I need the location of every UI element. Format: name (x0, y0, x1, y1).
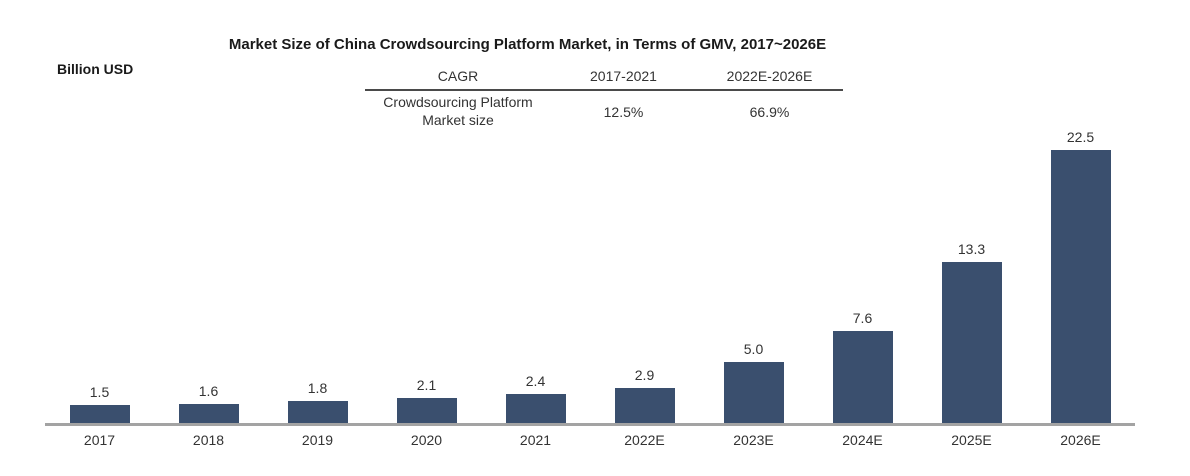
cagr-table-data-row: Crowdsourcing Platform Market size 12.5%… (365, 91, 843, 129)
bar-value-label: 2.1 (416, 377, 437, 393)
bar-2025E (941, 262, 1002, 423)
bar-slot-2022E: 2.9 (590, 367, 699, 423)
x-axis-tick-label: 2026E (1060, 432, 1101, 448)
bar-slot-2024E: 7.6 (808, 310, 917, 423)
bar-slot-2018: 1.6 (154, 383, 263, 423)
bar-slot-2017: 1.5 (45, 384, 154, 423)
cagr-table-header-2017-2021: 2017-2021 (590, 68, 657, 84)
bar-slot-2019: 1.8 (263, 380, 372, 423)
bar-slot-2025E: 13.3 (917, 241, 1026, 423)
bar-value-label: 2.4 (525, 373, 546, 389)
bar-2020 (396, 398, 457, 423)
bar-value-label: 2.9 (634, 367, 655, 383)
bar-value-label: 22.5 (1066, 129, 1095, 145)
bar-2024E (832, 331, 893, 423)
cagr-value-2017-2021: 12.5% (603, 103, 644, 120)
bar-2026E (1050, 150, 1111, 423)
x-axis-tick-label: 2021 (519, 432, 552, 448)
bar-series: 1.5 1.6 1.8 2.1 2.4 2.9 5.0 7.6 13.3 22.5 (45, 129, 1135, 423)
cagr-table-header-2022e-2026e: 2022E-2026E (726, 68, 813, 84)
bar-2021 (505, 394, 566, 423)
x-axis-tick-label: 2022E (624, 432, 665, 448)
bar-value-label: 1.6 (198, 383, 219, 399)
x-axis-tick-label: 2023E (733, 432, 774, 448)
x-axis-line (45, 423, 1135, 426)
bar-value-label: 13.3 (957, 241, 986, 257)
cagr-table-row-label: Crowdsourcing Platform Market size (383, 94, 533, 128)
x-axis-tick-label: 2018 (192, 432, 225, 448)
cagr-table-header-cagr: CAGR (437, 68, 479, 84)
bar-slot-2021: 2.4 (481, 373, 590, 423)
x-axis-tick-label: 2017 (83, 432, 116, 448)
x-axis-tick-label: 2020 (410, 432, 443, 448)
bar-slot-2023E: 5.0 (699, 341, 808, 423)
bar-2019 (287, 401, 348, 423)
bar-value-label: 1.5 (89, 384, 110, 400)
y-axis-units-label: Billion USD (57, 61, 134, 77)
bar-value-label: 7.6 (852, 310, 873, 326)
bar-value-label: 1.8 (307, 380, 328, 396)
cagr-table: CAGR 2017-2021 2022E-2026E Crowdsourcing… (365, 68, 843, 129)
bar-2022E (614, 388, 675, 423)
bar-2017 (69, 405, 130, 423)
x-axis-tick-label: 2019 (301, 432, 334, 448)
chart-title: Market Size of China Crowdsourcing Platf… (228, 36, 827, 53)
bar-slot-2020: 2.1 (372, 377, 481, 423)
x-axis-tick-label: 2024E (842, 432, 883, 448)
bar-2018 (178, 404, 239, 423)
bar-value-label: 5.0 (743, 341, 764, 357)
x-axis-tick-label: 2025E (951, 432, 992, 448)
cagr-value-2022e-2026e: 66.9% (749, 103, 790, 120)
bar-slot-2026E: 22.5 (1026, 129, 1135, 423)
bar-2023E (723, 362, 784, 423)
cagr-table-header-row: CAGR 2017-2021 2022E-2026E (365, 68, 843, 91)
x-axis-labels: 2017 2018 2019 2020 2021 2022E 2023E 2024E 2025E… (45, 432, 1135, 448)
